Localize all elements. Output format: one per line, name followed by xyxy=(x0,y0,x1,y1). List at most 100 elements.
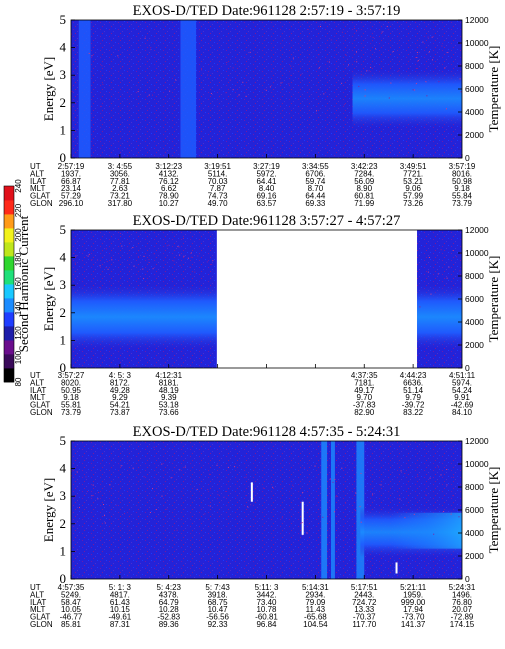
spectrogram-dot xyxy=(234,466,236,468)
spectrogram-dot xyxy=(74,496,76,498)
table-cell: 4:57:35 xyxy=(58,583,85,592)
spectrogram-dot xyxy=(100,105,102,107)
spectrogram-dot xyxy=(269,86,271,88)
table-cell: 5:11: 3 xyxy=(255,583,279,592)
spectrogram-dot xyxy=(355,492,357,494)
y-tick-label: 3 xyxy=(60,488,67,503)
table-row-label: GLAT xyxy=(30,401,50,410)
y2-tick-label: 0 xyxy=(465,574,470,584)
panel-title: EXOS-D/TED Date:961128 4:57:35 - 5:24:31 xyxy=(133,424,401,440)
colorbar-segment xyxy=(4,354,14,369)
y-tick-label: 2 xyxy=(60,305,67,320)
table-cell: 49.70 xyxy=(208,199,229,208)
table-cell: 4132. xyxy=(159,169,179,178)
spectrogram-dot xyxy=(368,70,370,72)
spectrogram-dot xyxy=(161,463,163,465)
spectrogram-dot xyxy=(341,467,343,469)
table-row-label: ILAT xyxy=(30,386,46,395)
spectrogram-dot xyxy=(71,33,72,35)
spectrogram-dot xyxy=(179,254,181,256)
table-cell: 9.91 xyxy=(454,393,470,402)
spectrogram-dot xyxy=(197,255,199,257)
table-cell: 11.43 xyxy=(306,605,326,614)
spectrogram-dot xyxy=(169,90,171,92)
spectrogram-dot xyxy=(366,70,368,72)
colorbar-segment xyxy=(4,340,14,355)
spectrogram-dot xyxy=(71,470,73,472)
spectrogram-dot xyxy=(427,36,429,38)
table-cell: 13.33 xyxy=(354,605,375,614)
spectrogram-spike xyxy=(395,562,398,574)
spectrogram-dot xyxy=(302,492,304,493)
table-row-label: MLT xyxy=(30,605,46,614)
spectrogram-dot xyxy=(429,51,430,53)
table-cell: 60.81 xyxy=(354,192,375,201)
spectrogram-dot xyxy=(149,512,151,513)
spectrogram-dot xyxy=(343,104,345,106)
spectrogram-dot xyxy=(249,526,251,527)
colorbar-tick-label: 100 xyxy=(14,350,23,364)
table-cell: -72.89 xyxy=(451,613,474,622)
table-row-label: ALT xyxy=(30,169,44,178)
table-row-label: ALT xyxy=(30,590,44,599)
y-tick-label: 0 xyxy=(60,571,67,586)
table-cell: 79.09 xyxy=(305,598,326,607)
spectrogram-dot xyxy=(415,68,417,69)
spectrogram-dot xyxy=(381,31,383,33)
spectrogram-dot xyxy=(232,67,234,69)
spectrogram-dot xyxy=(452,495,454,497)
table-cell: 57.29 xyxy=(61,192,82,201)
table-cell: 5:17:51 xyxy=(351,583,378,592)
spectrogram-dot xyxy=(148,94,150,96)
table-cell: 5: 4:23 xyxy=(157,583,182,592)
spectrogram-dot xyxy=(345,54,347,56)
spectrogram-dot xyxy=(262,487,264,489)
colorbar-segment xyxy=(4,200,14,215)
y2-tick-label: 6000 xyxy=(465,84,484,94)
spectrogram-dot xyxy=(150,49,152,51)
spectrogram-stripe xyxy=(321,441,328,579)
spectrogram-dot xyxy=(217,494,219,496)
y-tick-label: 5 xyxy=(60,222,67,237)
colorbar-tick-label: 200 xyxy=(14,228,23,242)
table-cell: 87.31 xyxy=(110,620,131,629)
table-cell: 73.79 xyxy=(61,408,82,417)
spectrogram-dot xyxy=(223,496,225,498)
table-cell: 10.15 xyxy=(110,605,131,614)
spectrogram-dot xyxy=(398,70,400,72)
spectrogram-dot xyxy=(109,484,111,486)
spectrogram-dot xyxy=(292,57,294,59)
table-cell: 2443. xyxy=(354,590,374,599)
table-cell: 317.80 xyxy=(108,199,133,208)
spectrogram-dot xyxy=(336,496,338,497)
spectrogram-dot xyxy=(121,245,123,247)
spectrogram-dot xyxy=(356,30,358,31)
table-cell: 89.36 xyxy=(159,620,180,629)
y2-tick-label: 10000 xyxy=(465,248,489,258)
spectrogram-dot xyxy=(330,39,332,41)
spectrogram-dot xyxy=(450,513,452,515)
colorbar-segment xyxy=(4,214,14,229)
table-cell: 7284. xyxy=(354,169,374,178)
spectrogram-dot xyxy=(176,529,178,531)
spectrogram-dot xyxy=(447,52,449,53)
table-cell: 55.84 xyxy=(452,192,473,201)
spectrogram-dot xyxy=(152,268,154,270)
y-tick-label: 1 xyxy=(60,543,67,558)
spectrogram-dot xyxy=(417,475,419,477)
spectrogram-dot xyxy=(201,69,202,71)
spectrogram-dot xyxy=(102,83,104,85)
spectrogram-dot xyxy=(432,59,433,61)
spectrogram-dot xyxy=(364,95,366,97)
colorbar-segment xyxy=(4,242,14,257)
y-tick-label: 2 xyxy=(60,516,67,531)
spectrogram-dot xyxy=(86,491,88,492)
table-cell: 3056. xyxy=(110,169,130,178)
spectrogram-dot xyxy=(227,466,229,468)
panel-1: EXOS-D/TED Date:961128 2:57:19 - 3:57:19… xyxy=(30,3,501,208)
spectrogram-dot xyxy=(142,268,144,270)
table-cell: 73.26 xyxy=(403,199,424,208)
table-cell: 8016. xyxy=(452,169,472,178)
spectrogram-spike xyxy=(301,501,304,535)
y2-axis-label: Temperature [K] xyxy=(486,256,501,343)
